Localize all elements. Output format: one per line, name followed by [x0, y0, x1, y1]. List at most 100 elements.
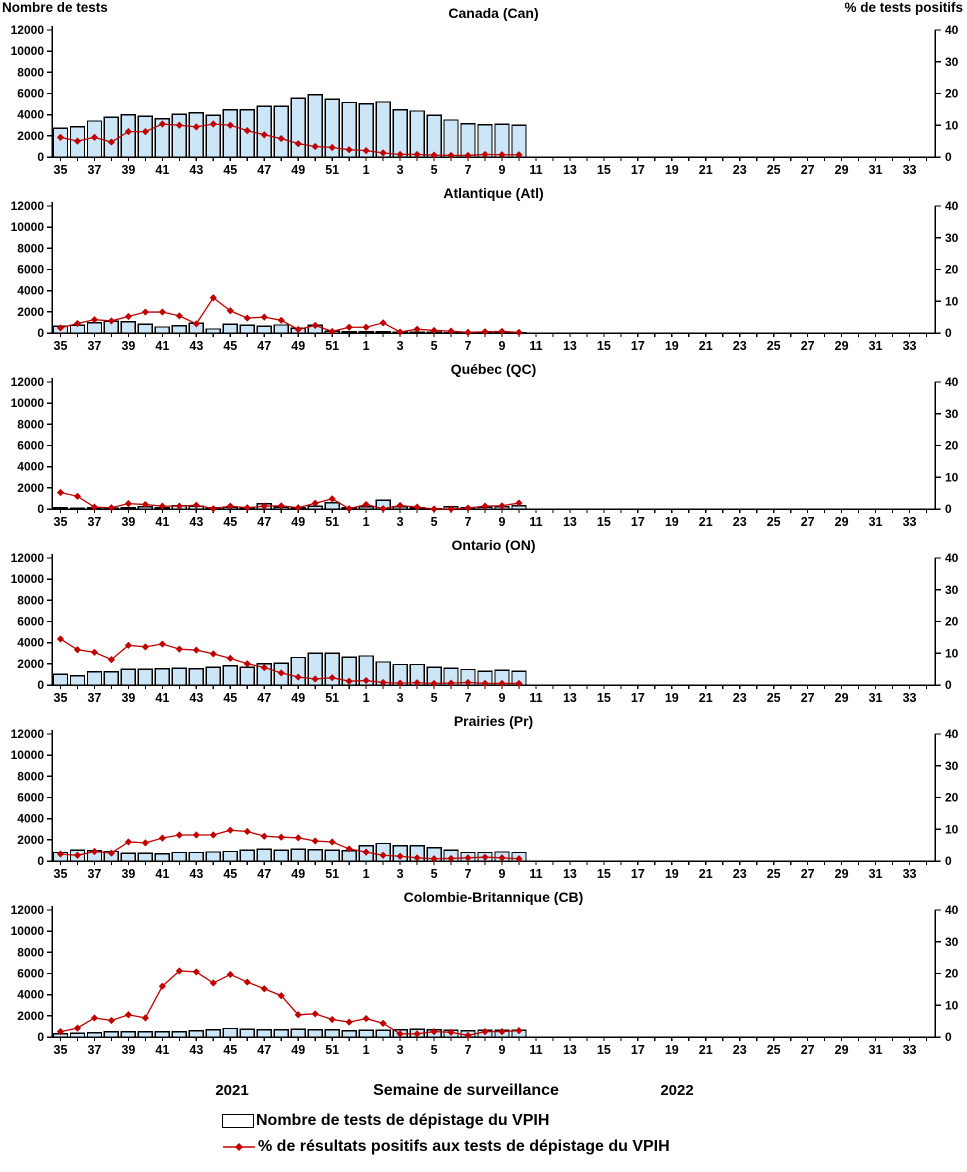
x-axis-tick-label: 47 [257, 1043, 271, 1057]
positivity-point [209, 120, 217, 128]
x-axis-tick-label: 43 [189, 691, 203, 705]
positivity-point [464, 678, 472, 687]
x-axis-tick-label: 13 [563, 691, 577, 705]
x-axis-tick-label: 29 [835, 691, 849, 705]
positivity-point [311, 142, 319, 151]
tests-bar [324, 652, 340, 686]
x-axis-tick-label: 51 [325, 1043, 339, 1057]
positivity-point [294, 1011, 302, 1019]
x-axis-tick-label: 19 [665, 691, 679, 705]
tests-bar [120, 852, 137, 862]
x-axis-tick-label: 39 [121, 867, 135, 881]
tests-bar [256, 325, 272, 334]
x-axis-tick-label: 37 [87, 867, 101, 881]
positivity-point [226, 826, 234, 834]
left-axis-tick-label: 10000 [11, 924, 45, 938]
x-axis-tick-label: 43 [189, 163, 203, 177]
positivity-point [413, 325, 421, 333]
left-axis-tick-label: 10000 [11, 748, 45, 762]
chart-panels: Nombre de tests % de tests positifs Canada… [2, 0, 963, 1057]
positivity-point [294, 325, 302, 334]
right-axis-tick-label: 20 [945, 439, 959, 453]
chart-panel-4: Ontario (ON) 0 2000 4000 6000 8000 10000 12000 0… [11, 537, 959, 705]
tests-bar [137, 668, 154, 686]
x-axis-tick-label: 45 [223, 339, 237, 353]
positivity-point [481, 328, 489, 336]
x-axis-tick-label: 47 [257, 515, 271, 529]
legend-label-tests: Nombre de tests de dépistage du VPIH [256, 1112, 550, 1129]
positivity-point [515, 328, 523, 336]
tests-bar [341, 656, 357, 686]
tests-bar [137, 115, 154, 158]
x-axis-tick-label: 15 [597, 515, 611, 529]
left-axis-tick-label: 8000 [17, 65, 44, 79]
x-axis-tick-label: 25 [767, 339, 781, 353]
x-axis-tick-label: 49 [291, 515, 305, 529]
x-axis-tick-label: 41 [155, 867, 169, 881]
x-axis-tick-label: 47 [257, 867, 271, 881]
positivity-point [396, 1030, 404, 1038]
x-axis-tick-label: 17 [631, 163, 645, 177]
positivity-point [209, 979, 217, 987]
x-axis-tick-label: 43 [189, 1043, 203, 1057]
panel-title: Atlantique (Atl) [443, 185, 543, 201]
x-axis-tick-label: 33 [903, 1043, 917, 1057]
x-axis-tick-label: 11 [529, 691, 542, 705]
x-axis-tick-label: 19 [665, 163, 679, 177]
tests-bar [171, 113, 188, 158]
tests-bar [69, 674, 86, 686]
positivity-point [209, 294, 217, 302]
left-axis-tick-label: 0 [37, 502, 44, 516]
tests-bar [358, 655, 374, 686]
right-axis-tick-label: 0 [945, 150, 952, 164]
right-axis-tick-label: 30 [945, 759, 959, 773]
tests-bar [103, 116, 120, 158]
x-axis-tick-label: 13 [563, 867, 577, 881]
positivity-point [481, 679, 489, 688]
x-axis-tick-label: 19 [665, 1043, 679, 1057]
positivity-point [362, 500, 370, 509]
chart-panel-1: Nombre de tests % de tests positifs Canada… [2, 0, 963, 177]
tests-bar [154, 326, 171, 334]
x-axis-tick-label: 19 [665, 339, 679, 353]
positivity-point [124, 838, 133, 846]
positivity-point [430, 151, 438, 159]
legend-item-positivity: % de résultats positifs aux tests de dép… [222, 1134, 670, 1160]
right-axis-tick-label: 10 [945, 294, 959, 308]
x-axis-tick-label: 19 [665, 515, 679, 529]
x-axis-tick-label: 3 [397, 691, 404, 705]
x-axis-tick-label: 1 [363, 515, 370, 529]
positivity-line [60, 970, 520, 1037]
x-axis-tick-label: 5 [431, 1043, 438, 1057]
x-axis-tick-label: 23 [733, 1043, 747, 1057]
x-axis-tick-label: 35 [54, 1043, 68, 1057]
x-axis-tick-label: 49 [291, 339, 305, 353]
tests-bar [171, 667, 188, 686]
left-axis-tick-label: 12000 [11, 375, 45, 389]
x-axis-tick-label: 27 [801, 1043, 815, 1057]
x-axis-tick-label: 47 [257, 339, 271, 353]
positivity-point [447, 151, 455, 160]
positivity-point [124, 128, 133, 136]
tests-bar [137, 323, 154, 334]
positivity-point [328, 674, 336, 682]
positivity-point [294, 673, 302, 681]
left-axis-tick-label: 12000 [11, 551, 45, 565]
x-axis-tick-label: 37 [87, 163, 101, 177]
positivity-point [260, 313, 268, 321]
x-axis-tick-label: 1 [363, 1043, 370, 1057]
tests-bar [171, 1031, 188, 1038]
x-axis-tick-label: 3 [397, 339, 404, 353]
right-axis-tick-label: 40 [945, 551, 959, 565]
x-axis-tick-label: 21 [699, 691, 713, 705]
positivity-point [413, 1030, 421, 1038]
positivity-point [243, 504, 251, 512]
right-axis-tick-label: 30 [945, 231, 959, 245]
tests-bar [239, 849, 255, 862]
tests-bar [69, 507, 86, 510]
tests-bar [52, 507, 69, 510]
positivity-point [345, 505, 353, 513]
x-axis-tick-label: 31 [869, 867, 883, 881]
positivity-point [362, 323, 370, 331]
tests-bar [120, 506, 137, 510]
